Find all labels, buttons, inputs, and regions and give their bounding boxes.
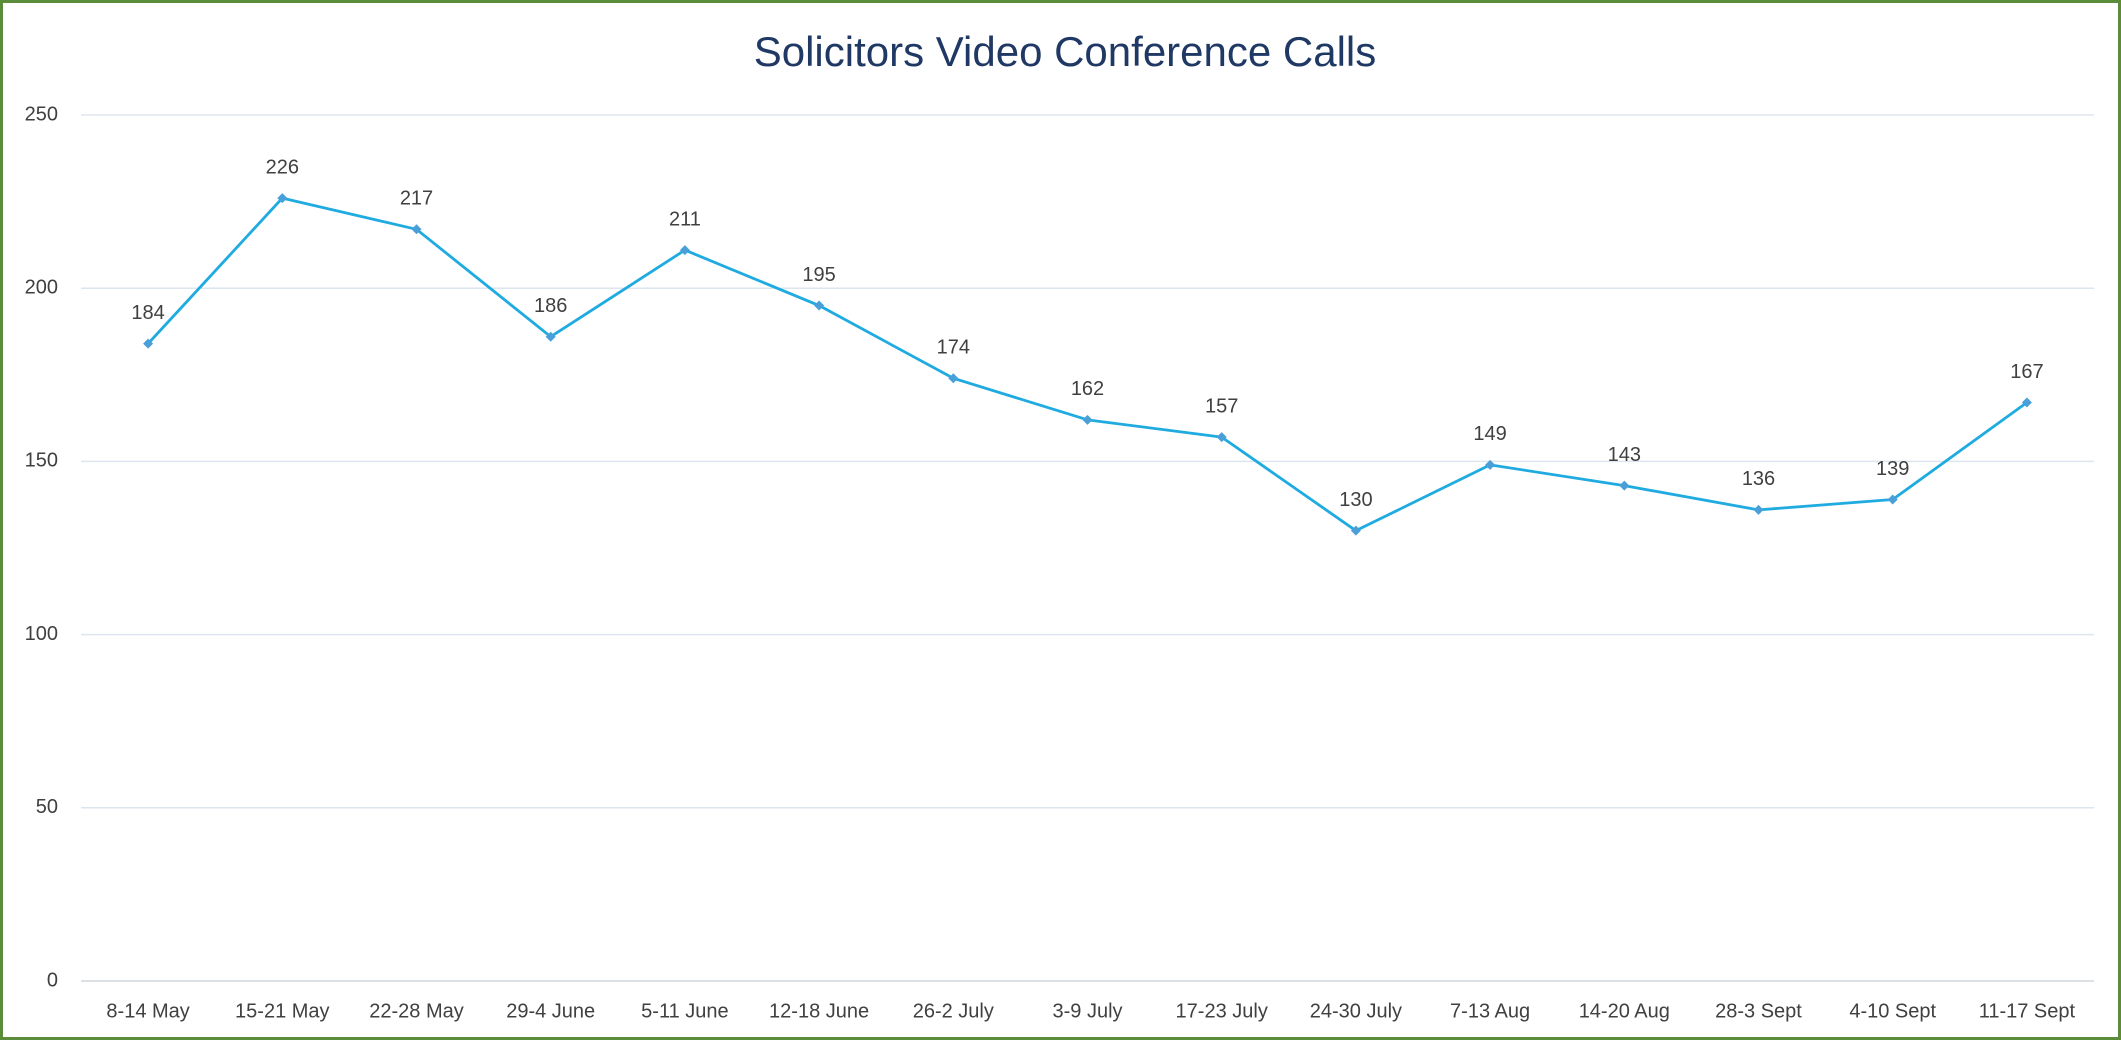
data-label: 143 (1608, 444, 1641, 466)
y-tick-label: 200 (25, 276, 58, 298)
data-label: 186 (534, 295, 567, 317)
y-tick-label: 100 (25, 623, 58, 645)
x-tick-label: 22-28 May (369, 1000, 464, 1022)
data-marker (1350, 525, 1361, 536)
data-label: 184 (131, 302, 164, 324)
data-label: 195 (802, 264, 835, 286)
data-label: 162 (1071, 378, 1104, 400)
data-marker (143, 338, 154, 349)
data-marker (2021, 397, 2032, 408)
x-tick-label: 7-13 Aug (1450, 1000, 1530, 1022)
data-marker (814, 300, 825, 311)
chart-title: Solicitors Video Conference Calls (754, 28, 1377, 75)
x-tick-label: 24-30 July (1310, 1000, 1402, 1022)
data-label: 157 (1205, 395, 1238, 417)
data-marker (1485, 459, 1496, 470)
x-tick-label: 15-21 May (235, 1000, 330, 1022)
data-marker (1753, 504, 1764, 515)
x-tick-label: 29-4 June (506, 1000, 595, 1022)
data-marker (1887, 494, 1898, 505)
data-label: 149 (1473, 423, 1506, 445)
data-marker (948, 373, 959, 384)
data-marker (1619, 480, 1630, 491)
data-label: 226 (266, 156, 299, 178)
x-tick-label: 11-17 Sept (1979, 1000, 2076, 1022)
data-marker (411, 224, 422, 235)
data-marker (545, 331, 556, 342)
y-tick-label: 0 (47, 969, 58, 991)
x-tick-label: 14-20 Aug (1579, 1000, 1670, 1022)
x-tick-label: 8-14 May (106, 1000, 189, 1022)
y-tick-label: 150 (25, 450, 58, 472)
data-marker (1082, 414, 1093, 425)
y-tick-label: 250 (25, 103, 58, 125)
data-label: 211 (669, 208, 701, 230)
x-tick-label: 4-10 Sept (1849, 1000, 1936, 1022)
data-label: 136 (1742, 468, 1775, 490)
data-marker (679, 245, 690, 256)
data-marker (277, 193, 288, 204)
data-label: 217 (400, 188, 433, 210)
data-label: 167 (2010, 361, 2043, 383)
y-tick-label: 50 (36, 796, 58, 818)
data-label: 130 (1339, 489, 1372, 511)
x-tick-label: 28-3 Sept (1715, 1000, 1802, 1022)
data-label: 174 (937, 337, 970, 359)
x-tick-label: 3-9 July (1052, 1000, 1122, 1022)
x-tick-label: 5-11 June (641, 1000, 728, 1022)
x-tick-label: 17-23 July (1176, 1000, 1268, 1022)
x-tick-label: 26-2 July (913, 1000, 994, 1022)
data-label: 139 (1876, 458, 1909, 480)
data-marker (1216, 432, 1227, 443)
x-tick-label: 12-18 June (769, 1000, 869, 1022)
